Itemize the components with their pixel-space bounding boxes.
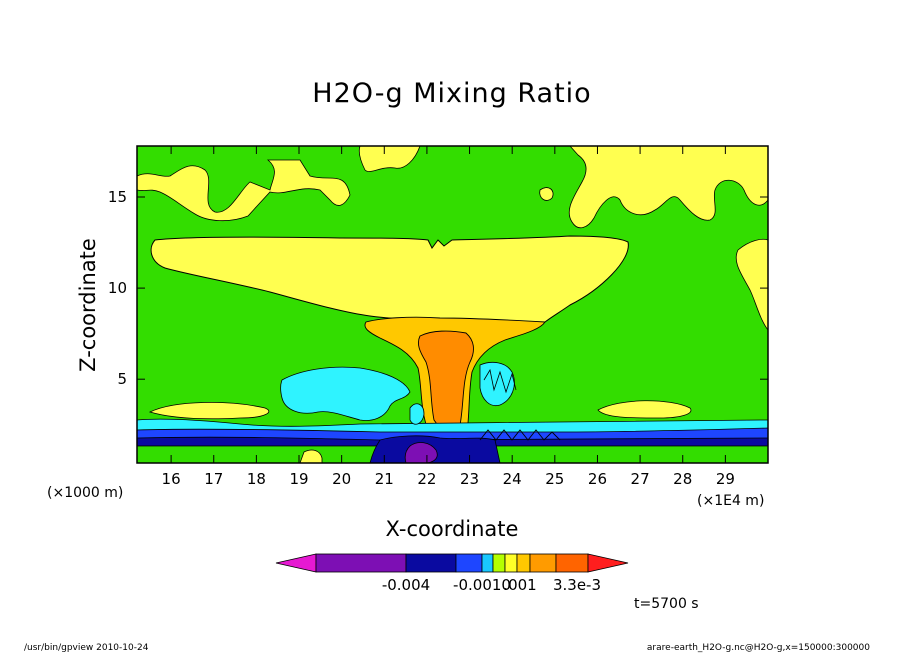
colorbar-swatch: [492, 553, 506, 573]
colorbar-labels: -0.004 -0.0010.001 3.3e-3: [382, 576, 601, 594]
cyan-patch-core: [409, 403, 425, 425]
x-tick-label: 26: [588, 470, 607, 488]
colorbar-swatch: [455, 553, 483, 573]
y-tick-label: 15: [108, 188, 127, 206]
x-axis-label: X-coordinate: [386, 517, 519, 541]
colorbar-swatch: [315, 553, 407, 573]
x-tick-label: 23: [460, 470, 479, 488]
footer-right: arare-earth_H2O-g.nc@H2O-g,x=150000:3000…: [647, 643, 870, 653]
anvil-region: [150, 235, 629, 326]
upper-blob-mid: [358, 146, 421, 172]
colorbar-swatch: [516, 553, 531, 573]
upper-blob-right-low: [735, 238, 768, 331]
x-tick-label: 17: [204, 470, 223, 488]
time-label: t=5700 s: [634, 596, 699, 612]
x-tick-label: 19: [289, 470, 308, 488]
colorbar-label: -0.004: [382, 576, 430, 594]
upper-blob-right: [568, 146, 768, 229]
x-tick-label: 22: [417, 470, 436, 488]
chart-title: H2O-g Mixing Ratio: [312, 78, 591, 109]
y-axis-label: Z-coordinate: [76, 238, 100, 372]
colorbar-swatch: [275, 553, 317, 573]
colorbar-swatch: [481, 553, 494, 573]
colorbar-swatch: [555, 553, 589, 573]
x-tick-label: 29: [716, 470, 735, 488]
colorbar-swatch: [529, 553, 557, 573]
x-tick-label: 27: [631, 470, 650, 488]
y-tick-label: 10: [108, 279, 127, 297]
x-tick-label: 25: [545, 470, 564, 488]
y-axis-ticks: 5 10 15: [108, 188, 768, 388]
colorbar-swatch: [587, 553, 629, 573]
zigzag-waves: [479, 429, 561, 441]
purple-patch: [404, 442, 438, 463]
colorbar-swatch: [504, 553, 518, 573]
x-tick-label: 28: [673, 470, 692, 488]
low-yellow-right: [597, 400, 692, 419]
colorbar-swatch: [405, 553, 457, 573]
upper-blob-left: [137, 159, 351, 222]
cyan-region-right: [479, 361, 515, 407]
cyan-region-left: [280, 366, 411, 421]
colorbar-label: 3.3e-3: [553, 576, 601, 594]
colorbar-label: .001: [503, 576, 536, 594]
upper-blob-small: [539, 187, 554, 201]
footer-left: /usr/bin/gpview 2010-10-24: [24, 643, 149, 653]
yellow-patch-surface: [299, 449, 323, 463]
zigzag-waves-upper: [483, 368, 517, 394]
x-tick-label: 24: [503, 470, 522, 488]
colorbar: [275, 553, 629, 573]
x-unit-right: (×1E4 m): [697, 493, 764, 509]
x-unit-left: (×1000 m): [47, 485, 123, 501]
plot-area: [137, 146, 768, 463]
x-tick-label: 18: [247, 470, 266, 488]
low-yellow-left: [148, 402, 270, 420]
colorbar-label: -0.0010: [453, 576, 511, 594]
x-tick-label: 16: [162, 470, 181, 488]
x-axis-ticks: 16 17 18 19 20 21 22 23 24 25 26 27 28 29: [162, 146, 735, 488]
x-tick-label: 21: [375, 470, 394, 488]
x-tick-label: 20: [332, 470, 351, 488]
y-tick-label: 5: [117, 370, 127, 388]
plot-frame: [136, 145, 769, 464]
